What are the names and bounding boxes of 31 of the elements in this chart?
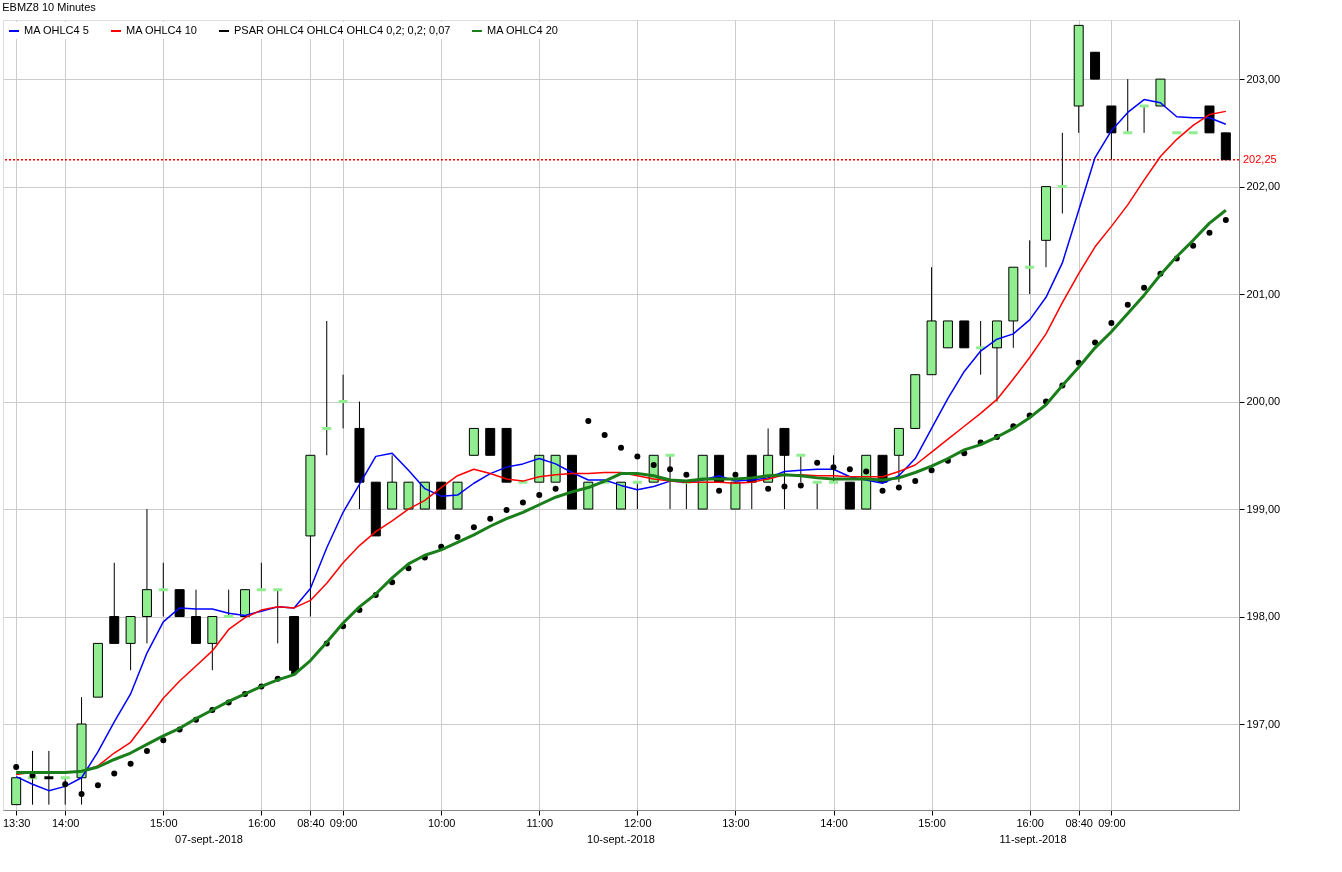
legend-label: MA OHLC4 5 bbox=[24, 24, 89, 36]
y-tick-label: 203,00 bbox=[1246, 72, 1281, 85]
chart-title: EBMZ8 10 Minutes bbox=[2, 1, 97, 14]
x-tick-label: 10:00 bbox=[427, 816, 456, 829]
x-tick-label: 13:00 bbox=[722, 816, 750, 829]
x-tick-label: 13:30 bbox=[2, 816, 31, 829]
x-tick-label: 08:40 bbox=[1065, 816, 1093, 829]
x-tick-label: 12:00 bbox=[624, 816, 652, 829]
x-tick-label: 15:00 bbox=[918, 816, 946, 829]
x-tick-label: 14:00 bbox=[51, 816, 80, 829]
y-tick-label: 201,00 bbox=[1246, 287, 1281, 300]
legend-label: PSAR OHLC4 OHLC4 OHLC4 0,2; 0,2; 0,07 bbox=[234, 24, 451, 36]
legend-label: MA OHLC4 10 bbox=[126, 24, 197, 36]
x-tick-label: 16:00 bbox=[1016, 816, 1044, 829]
y-tick-label: 200,00 bbox=[1246, 395, 1281, 408]
x-tick-label: 16:00 bbox=[248, 816, 276, 829]
text: 11-sept.-2018 bbox=[999, 833, 1067, 845]
text: 07-sept.-2018 bbox=[175, 833, 243, 845]
x-tick-label: 11:00 bbox=[526, 816, 554, 829]
x-tick-label: 14:00 bbox=[820, 816, 848, 829]
text: 10-sept.-2018 bbox=[587, 833, 655, 845]
x-tick-label: 15:00 bbox=[150, 816, 178, 829]
ref-line-label: 202,25 bbox=[1243, 152, 1277, 165]
y-tick-label: 202,00 bbox=[1246, 180, 1281, 193]
legend-label: MA OHLC4 20 bbox=[487, 24, 558, 36]
x-tick-label: 09:00 bbox=[1098, 816, 1126, 829]
x-tick-label: 08:40 bbox=[297, 816, 325, 829]
y-tick-label: 198,00 bbox=[1246, 610, 1281, 623]
x-tick-label: 09:00 bbox=[329, 816, 358, 829]
y-tick-label: 199,00 bbox=[1246, 502, 1281, 515]
y-tick-label: 197,00 bbox=[1246, 717, 1281, 730]
